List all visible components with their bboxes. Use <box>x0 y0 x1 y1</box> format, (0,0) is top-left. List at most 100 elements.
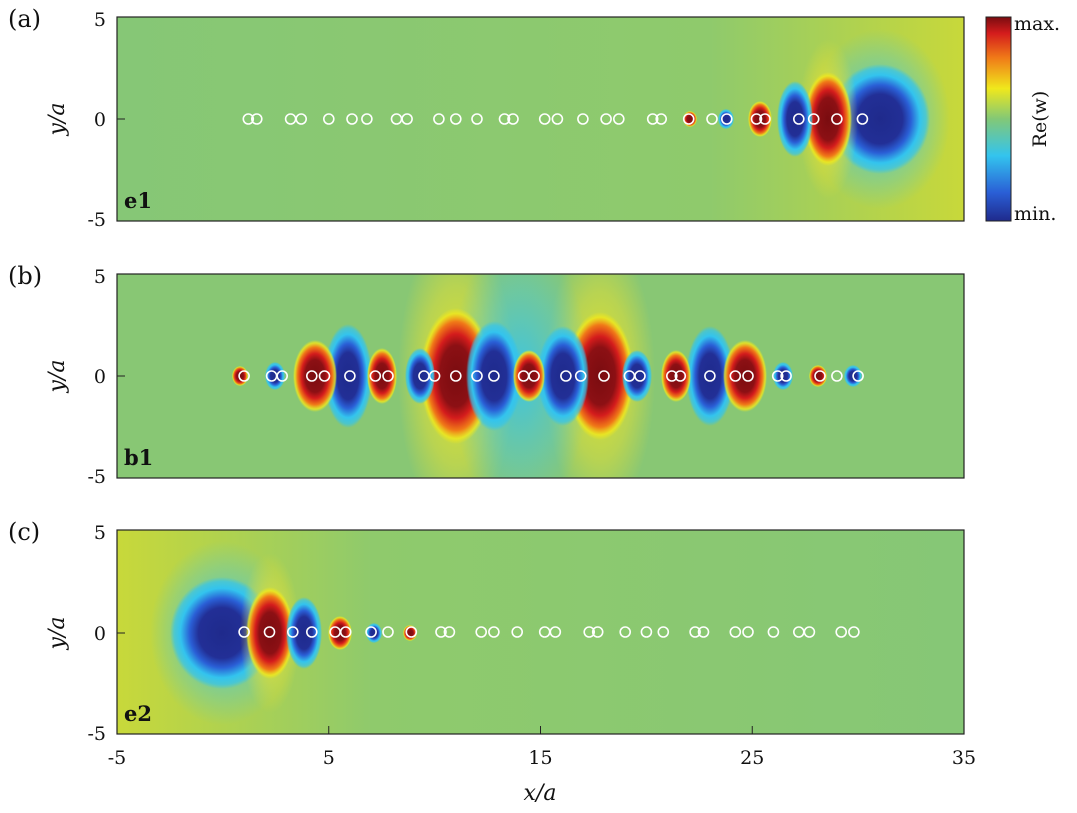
ytick-label-top: 5 <box>94 266 106 288</box>
scatterer-marker <box>742 370 754 382</box>
field-lobe <box>537 326 589 426</box>
mode-label: e1 <box>124 188 152 213</box>
field-lobe <box>777 81 813 157</box>
panel-label: (b) <box>8 262 42 290</box>
scatterer-marker <box>807 113 820 125</box>
scatterer-marker <box>665 370 678 382</box>
scatterer-marker <box>612 113 625 125</box>
scatterer-marker <box>759 113 771 125</box>
field-lobe <box>367 348 397 404</box>
scatterer-marker <box>634 370 646 382</box>
scatterer-marker <box>443 626 456 638</box>
field-lobe <box>718 109 734 129</box>
scatterer-marker <box>295 113 308 125</box>
scatterer-marker <box>831 370 843 382</box>
scatterer-marker <box>250 113 263 125</box>
scatterer-marker <box>428 370 441 382</box>
scatterer-marker <box>814 370 826 382</box>
scatterer-marker <box>511 626 524 638</box>
scatterer-marker <box>640 626 653 638</box>
scatterer-marker <box>657 626 670 638</box>
scatterer-marker <box>549 626 562 638</box>
scatterer-marker <box>742 626 754 638</box>
scatterer-marker <box>361 113 373 125</box>
scatterer-marker <box>382 370 394 382</box>
scatterer-marker <box>574 370 587 382</box>
scatterer-marker <box>848 626 860 638</box>
field-lobe <box>723 340 767 412</box>
panel-b-field <box>232 274 862 478</box>
scatterer-marker <box>344 370 356 382</box>
scatterer-marker <box>471 370 483 382</box>
scatterer-marker <box>382 626 394 638</box>
scatterer-marker <box>646 113 659 125</box>
ytick-label-bot: -5 <box>87 723 106 745</box>
scatterer-marker <box>365 626 377 638</box>
scatterer-marker <box>435 626 447 638</box>
scatterer-marker <box>488 370 500 382</box>
panel-b: (b) b1 5 0 -5 y/a <box>8 262 965 488</box>
mode-label: e2 <box>124 701 152 726</box>
scatterer-marker <box>551 113 564 125</box>
field-lobe <box>324 324 372 428</box>
scatterer-marker <box>704 370 716 382</box>
ytick-label-mid: 0 <box>94 366 106 388</box>
scatterer-marker <box>803 626 816 638</box>
colorbar: max. min. Re(w) <box>985 13 1060 225</box>
scatterer-marker <box>750 113 763 125</box>
scatterer-marker <box>498 113 511 125</box>
mode-label: b1 <box>124 445 153 470</box>
scatterer-marker <box>488 626 500 638</box>
y-axis-label: y/a <box>45 617 70 651</box>
panel-c-scatterers <box>238 626 860 638</box>
scatterer-marker <box>238 626 250 638</box>
scatterer-marker <box>674 370 687 382</box>
ytick-label-mid: 0 <box>94 623 106 645</box>
scatterer-marker <box>538 113 551 125</box>
scatterer-marker <box>401 113 413 125</box>
scatterer-marker <box>655 113 668 125</box>
field-lobe <box>686 326 734 426</box>
scatterer-marker <box>263 626 276 638</box>
panel-b-scatterers <box>238 370 864 382</box>
scatterer-marker <box>339 626 352 638</box>
colorbar-max-label: max. <box>1014 13 1060 35</box>
scatterer-marker <box>449 113 462 125</box>
y-axis-label: y/a <box>45 360 70 394</box>
scatterer-marker <box>780 370 792 382</box>
panel-label: (a) <box>8 5 41 33</box>
scatterer-marker <box>276 370 289 382</box>
x-axis-ticks: -5 5 15 25 35 <box>108 726 976 769</box>
scatterer-marker <box>369 370 382 382</box>
xtick-label: -5 <box>108 747 127 769</box>
scatterer-marker <box>729 626 742 638</box>
ytick-label-top: 5 <box>94 522 106 544</box>
colorbar-gradient <box>985 16 1012 222</box>
scatterer-marker <box>405 626 418 638</box>
xtick-label: 25 <box>740 747 764 769</box>
field-lobe <box>286 597 322 669</box>
field-lobe <box>566 312 634 440</box>
scatterer-marker <box>242 113 255 125</box>
ytick-label-top: 5 <box>94 9 106 31</box>
panel-a: (a) e1 5 0 -5 y/a <box>8 5 965 231</box>
scatterer-marker <box>619 626 632 638</box>
field-lobe <box>265 362 285 390</box>
scatterer-marker <box>729 370 742 382</box>
scatterer-marker <box>852 370 864 382</box>
scatterer-marker <box>767 626 780 638</box>
scatterer-marker <box>305 370 318 382</box>
x-axis-label: x/a <box>524 781 557 806</box>
xtick-label: 35 <box>952 747 976 769</box>
scatterer-marker <box>346 113 358 125</box>
scatterer-marker <box>471 113 483 125</box>
field-lobe <box>622 350 652 402</box>
field-lobe <box>293 340 337 412</box>
scatterer-marker <box>322 113 335 125</box>
panel-label: (c) <box>8 518 40 546</box>
field-lobe <box>405 348 435 404</box>
xtick-label: 15 <box>528 747 552 769</box>
scatterer-marker <box>577 113 589 125</box>
scatterer-marker <box>583 626 596 638</box>
scatterer-marker <box>720 113 733 125</box>
